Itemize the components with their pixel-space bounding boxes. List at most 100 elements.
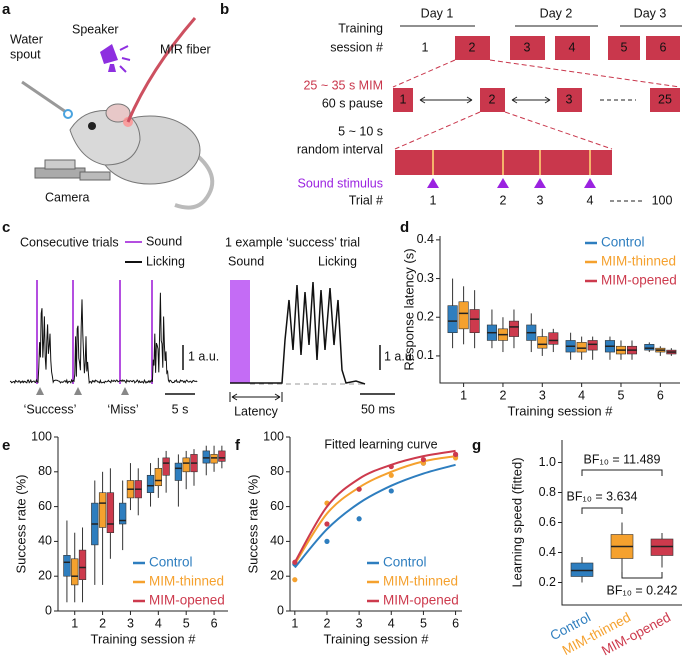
y-tick-label: 60	[270, 499, 284, 513]
legend-label: MIM-opened	[601, 273, 677, 288]
scale-label: 5 s	[172, 402, 189, 416]
legend-label: MIM-thinned	[383, 574, 458, 589]
panel-label: b	[220, 1, 229, 18]
axis	[439, 236, 680, 384]
panel-labels: a b c d e f g	[2, 1, 481, 454]
point	[388, 472, 394, 478]
legend-label: Control	[149, 555, 193, 570]
label: 60 s pause	[322, 96, 383, 110]
fit-curve	[293, 449, 456, 563]
bracket	[581, 507, 623, 514]
box	[106, 492, 115, 533]
protocol-diagram	[392, 25, 682, 202]
box	[644, 344, 655, 351]
y-tick-label: 0.3	[417, 271, 434, 285]
axis	[561, 440, 682, 606]
box	[78, 549, 87, 580]
y-tick-label: 40	[270, 534, 284, 548]
y-tick-label: 0.1	[417, 348, 434, 362]
box	[218, 450, 226, 462]
y-tick-label: 1.0	[539, 455, 556, 469]
label: Sound stimulus	[298, 176, 383, 190]
trial-label: 1	[430, 193, 437, 207]
x-axis-label: Training session #	[507, 403, 613, 418]
x-tick-label: 4	[578, 388, 585, 402]
point	[356, 516, 362, 522]
box	[63, 555, 71, 577]
x-tick-label: 5	[420, 616, 427, 630]
point	[324, 538, 330, 545]
label: MIR fiber	[160, 42, 211, 56]
y-tick-label: 0.2	[417, 310, 434, 324]
point	[356, 486, 362, 492]
box	[119, 502, 127, 525]
y-axis-label: Response latency (s)	[401, 248, 416, 370]
point	[292, 559, 298, 565]
legend-label: Control	[383, 555, 427, 570]
label: Water	[10, 32, 43, 46]
panel-label: d	[400, 219, 409, 236]
label: Camera	[45, 190, 90, 204]
box	[202, 450, 210, 464]
annotation: BF₁₀ = 3.634	[567, 489, 638, 503]
trial-label: 3	[537, 193, 544, 207]
x-tick-label: 6	[452, 616, 459, 630]
label: Sound	[228, 254, 264, 268]
outcome-label: ‘Success’	[24, 402, 77, 416]
y-axis-label: Success rate (%)	[245, 475, 260, 574]
trial-label: 4	[587, 193, 594, 207]
label: session #	[330, 40, 383, 54]
point	[388, 488, 394, 494]
box	[576, 342, 587, 353]
fit-curve	[294, 463, 456, 569]
day-label: Day 3	[634, 6, 667, 20]
label: 1 example ‘success’ trial	[225, 235, 360, 249]
y-tick-label: 20	[38, 568, 52, 582]
x-tick-label: 3	[539, 388, 546, 402]
x-tick-label: 4	[388, 616, 395, 630]
label: 25 ~ 35 s MIM	[303, 78, 383, 92]
session-label: 2	[469, 40, 476, 54]
fit-curve	[293, 455, 456, 565]
x-axis-label: Training session #	[90, 631, 196, 646]
day-label: Day 2	[540, 6, 573, 20]
x-tick-label: 6	[657, 388, 664, 402]
session-label: 6	[660, 40, 667, 54]
scale-label: 50 ms	[361, 402, 395, 416]
point	[420, 457, 427, 463]
scale-label: 1 a.u.	[188, 349, 219, 363]
x-tick-label: 3	[127, 616, 134, 630]
panel-label: e	[2, 437, 10, 454]
x-tick-label: 1	[71, 616, 78, 630]
x-axis-label: Training session #	[323, 631, 429, 646]
y-tick-label: 60	[38, 499, 52, 513]
box	[537, 336, 548, 349]
y-tick-label: 0	[277, 603, 284, 617]
label: Licking	[318, 254, 357, 268]
y-axis-label: Success rate (%)	[13, 475, 28, 574]
legend-label: MIM-opened	[383, 593, 459, 608]
y-tick-label: 80	[270, 464, 284, 478]
box	[458, 301, 469, 330]
box	[174, 462, 183, 481]
box	[98, 492, 107, 528]
session-label: 1	[422, 40, 429, 54]
y-tick-label: 0.8	[539, 485, 556, 499]
label: spout	[10, 47, 41, 61]
annotation: BF₁₀ = 11.489	[584, 452, 661, 466]
x-tick-label: 4	[155, 616, 162, 630]
bracket	[621, 572, 663, 579]
trial-label: 100	[652, 193, 673, 207]
panel-label: a	[2, 1, 11, 18]
outcome-label: ‘Miss’	[107, 402, 138, 416]
box	[469, 309, 480, 334]
box	[508, 320, 519, 337]
y-tick-label: 100	[31, 429, 52, 443]
box	[71, 558, 79, 586]
x-tick-label: 5	[183, 616, 190, 630]
bracket	[581, 469, 663, 476]
point	[452, 451, 459, 457]
x-tick-label: 5	[618, 388, 625, 402]
box	[162, 457, 170, 476]
session-label: 3	[524, 40, 531, 54]
